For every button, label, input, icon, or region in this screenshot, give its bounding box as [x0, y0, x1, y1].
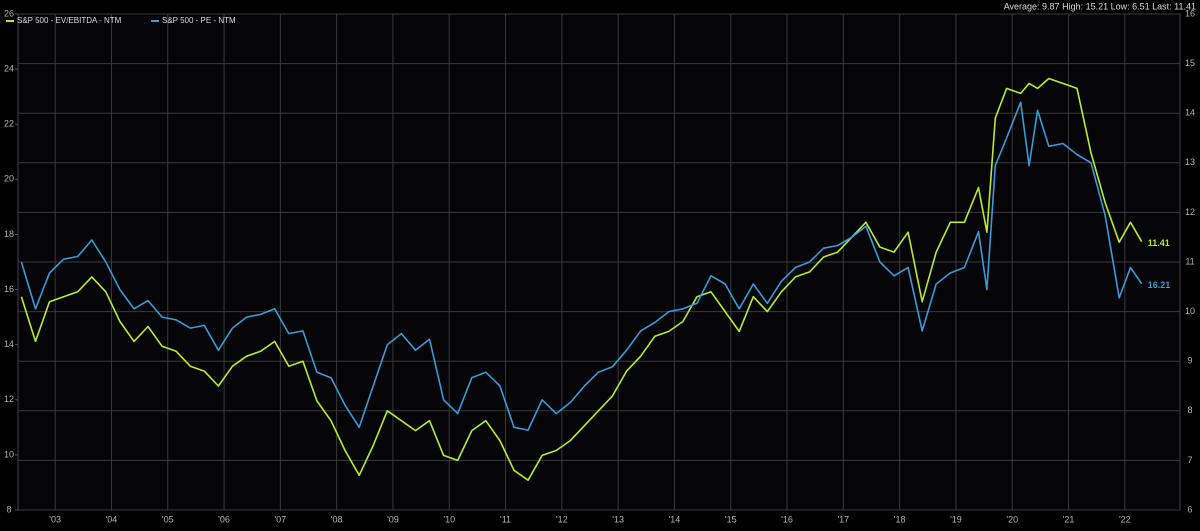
series-line [20, 101, 1143, 431]
y-tick-label: 18 [4, 229, 14, 239]
x-tick-label: '14 [669, 514, 681, 524]
y-tick-label: 14 [4, 339, 14, 349]
x-tick-label: '19 [950, 514, 962, 524]
x-tick-label: '09 [387, 514, 399, 524]
x-tick-label: '21 [1063, 514, 1075, 524]
x-tick-label: '11 [500, 514, 511, 524]
legend-label: S&P 500 - EV/EBITDA - NTM [17, 16, 122, 25]
x-tick-label: '18 [894, 514, 906, 524]
y2-tick-label: 14 [1185, 108, 1195, 118]
y-tick-label: 20 [4, 174, 14, 184]
x-tick-label: '16 [781, 514, 793, 524]
x-tick-label: '06 [218, 514, 230, 524]
x-tick-label: '10 [443, 514, 455, 524]
series-line [20, 77, 1143, 481]
y2-tick-label: 7 [1187, 455, 1192, 465]
last-value-label: 11.41 [1148, 238, 1170, 248]
summary: Average: 9.87 High: 15.21 Low: 6.51 Last… [1004, 1, 1196, 11]
y2-tick-label: 12 [1185, 207, 1195, 217]
y-tick-label: 26 [4, 8, 14, 18]
x-tick-label: '13 [612, 514, 624, 524]
x-tick-label: '08 [331, 514, 343, 524]
x-tick-label: '05 [162, 514, 174, 524]
y-tick-label: 10 [4, 449, 14, 459]
y-tick-label: 24 [4, 63, 14, 73]
x-tick-label: '15 [725, 514, 737, 524]
y2-tick-label: 10 [1185, 306, 1195, 316]
y-tick-label: 8 [6, 504, 11, 514]
legend-label: S&P 500 - PE - NTM [162, 16, 236, 25]
y-tick-label: 12 [4, 394, 14, 404]
x-tick-label: '12 [556, 514, 568, 524]
y2-tick-label: 16 [1185, 8, 1195, 18]
y-tick-label: 22 [4, 119, 14, 129]
x-tick-label: '07 [274, 514, 286, 524]
x-tick-label: '20 [1006, 514, 1018, 524]
y-tick-label: 16 [4, 284, 14, 294]
x-tick-label: '17 [837, 514, 849, 524]
x-tick-label: '22 [1119, 514, 1131, 524]
y2-tick-label: 13 [1185, 157, 1195, 167]
x-tick-label: '03 [49, 514, 61, 524]
y2-tick-label: 6 [1187, 504, 1192, 514]
x-tick-label: '04 [106, 514, 118, 524]
y2-tick-label: 15 [1185, 58, 1195, 68]
y2-tick-label: 11 [1185, 256, 1194, 266]
y2-tick-label: 8 [1187, 405, 1192, 415]
last-value-label: 16.21 [1148, 280, 1171, 290]
y2-tick-label: 9 [1187, 356, 1192, 366]
